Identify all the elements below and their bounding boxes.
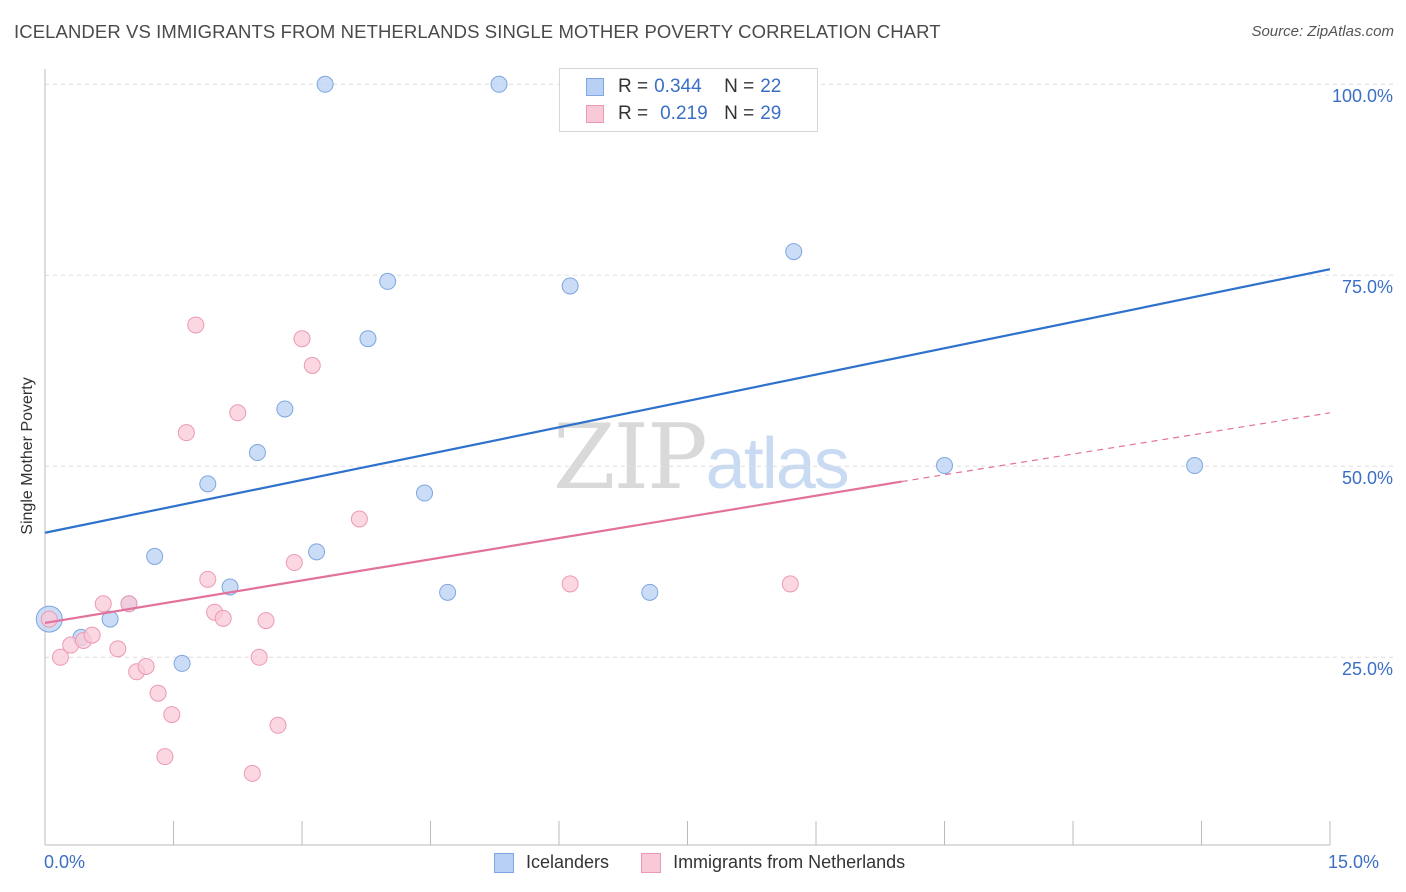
netherlands-point-11 xyxy=(156,748,174,766)
icelander-point-18 xyxy=(641,583,659,601)
series-legend: Icelanders Immigrants from Netherlands xyxy=(494,852,937,873)
watermark-atlas: atlas xyxy=(705,424,850,504)
netherlands-point-4 xyxy=(83,626,101,644)
icelander-point-16 xyxy=(490,75,508,93)
legend-n-value: 22 xyxy=(760,76,782,97)
y-tick-label-100: 100.0% xyxy=(1331,86,1393,106)
icelander-point-13 xyxy=(379,272,397,290)
netherlands-point-10 xyxy=(149,684,167,702)
icelander-point-10 xyxy=(308,543,326,561)
icelander-point-15 xyxy=(439,583,457,601)
netherlands-point-1 xyxy=(51,648,69,666)
icelander-point-21 xyxy=(1186,457,1204,475)
icelander-point-9 xyxy=(276,400,294,418)
icelander-point-4 xyxy=(146,547,164,565)
netherlands-point-18 xyxy=(229,404,247,422)
watermark: ZIPatlas xyxy=(553,405,850,510)
icelander-point-5 xyxy=(173,654,191,672)
legend-swatch-blue xyxy=(586,78,604,96)
legend-label-netherlands: Immigrants from Netherlands xyxy=(673,852,906,872)
netherlands-point-26 xyxy=(350,510,368,528)
netherlands-point-6 xyxy=(109,640,127,658)
netherlands-point-9 xyxy=(137,657,155,675)
icelander-point-11 xyxy=(316,75,334,93)
netherlands-point-14 xyxy=(187,316,205,334)
correlation-legend: R = 0.344 N = 22 R = 0.219 N = 29 xyxy=(559,68,818,132)
legend-r-value: 0.219 xyxy=(660,103,708,124)
icelander-point-17 xyxy=(561,277,579,295)
netherlands-point-13 xyxy=(177,424,195,442)
netherlands-trend-line xyxy=(44,480,902,624)
icelander-point-20 xyxy=(936,457,953,475)
netherlands-point-20 xyxy=(250,648,268,666)
y-tick-label-50: 50.0% xyxy=(1341,468,1393,488)
netherlands-trend-extension xyxy=(901,412,1331,483)
icelander-point-14 xyxy=(416,484,434,502)
netherlands-point-5 xyxy=(94,595,112,613)
netherlands-point-21 xyxy=(257,612,275,630)
y-tick-label-25: 25.0% xyxy=(1341,659,1393,679)
legend-r-label: R = xyxy=(618,76,649,97)
legend-swatch-netherlands xyxy=(641,852,662,873)
chart-title: ICELANDER VS IMMIGRANTS FROM NETHERLANDS… xyxy=(14,21,941,42)
source-label: Source: ZipAtlas.com xyxy=(1251,23,1394,40)
legend-n-value: 29 xyxy=(760,103,782,124)
netherlands-point-0 xyxy=(40,610,58,628)
legend-item-icelanders: Icelanders xyxy=(494,852,609,873)
netherlands-point-28 xyxy=(781,575,799,593)
legend-r-label: R = xyxy=(618,103,649,124)
legend-r-value: 0.344 xyxy=(654,76,702,97)
netherlands-point-27 xyxy=(561,575,579,593)
legend-n-label: N = xyxy=(724,103,755,124)
x-tick-label-min: 0.0% xyxy=(44,852,86,872)
netherlands-point-22 xyxy=(269,716,287,734)
icelander-point-19 xyxy=(785,243,803,261)
legend-n-label: N = xyxy=(724,76,755,97)
netherlands-point-24 xyxy=(293,330,311,348)
legend-swatch-icelanders xyxy=(494,852,514,873)
netherlands-point-15 xyxy=(199,570,217,588)
icelander-point-12 xyxy=(359,330,377,348)
legend-row-netherlands: R = 0.219 N = 29 xyxy=(586,102,781,126)
netherlands-point-19 xyxy=(243,764,261,782)
legend-row-icelanders: R = 0.344 N = 22 xyxy=(586,75,781,99)
icelander-point-6 xyxy=(199,475,217,493)
x-tick-label-max: 15.0% xyxy=(1328,852,1380,872)
netherlands-point-25 xyxy=(303,356,321,374)
icelander-point-8 xyxy=(248,444,266,462)
legend-label-icelanders: Icelanders xyxy=(526,852,610,872)
netherlands-point-17 xyxy=(214,609,232,627)
netherlands-point-23 xyxy=(285,554,303,572)
y-axis-label: Single Mother Poverty xyxy=(19,377,36,535)
icelander-trend-line xyxy=(44,268,1331,534)
legend-item-netherlands: Immigrants from Netherlands xyxy=(641,852,905,873)
legend-swatch-pink xyxy=(586,105,604,123)
netherlands-point-12 xyxy=(163,706,181,724)
y-tick-label-75: 75.0% xyxy=(1341,277,1393,297)
